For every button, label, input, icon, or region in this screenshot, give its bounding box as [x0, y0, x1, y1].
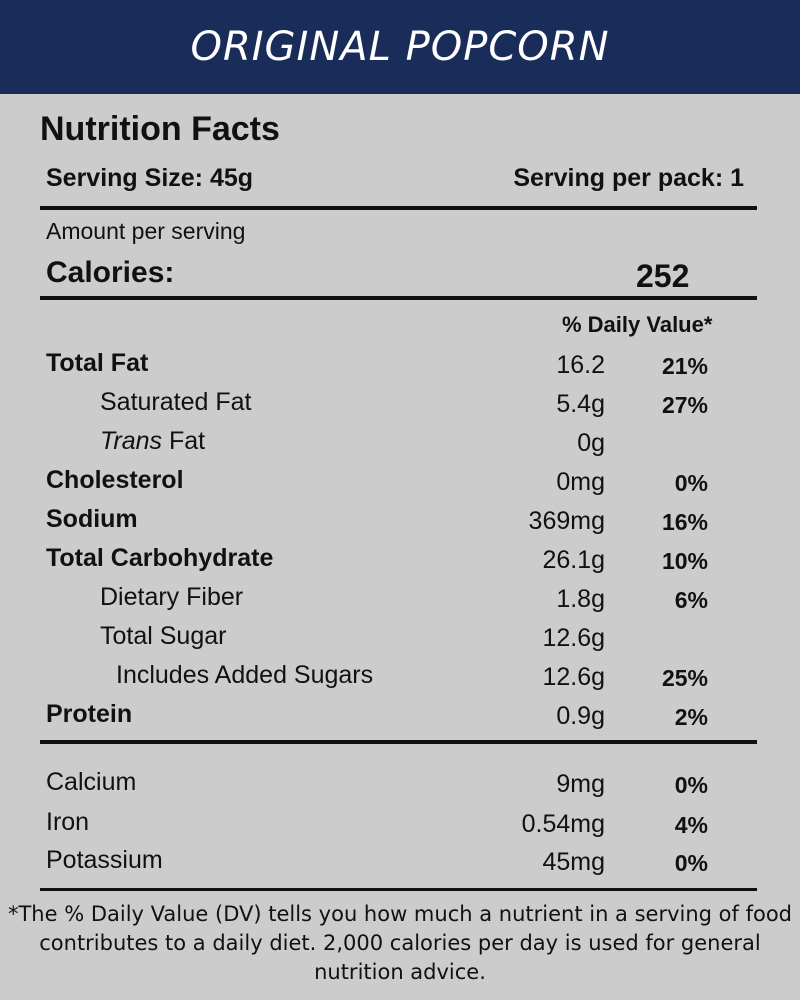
mineral-name: Iron	[46, 808, 90, 836]
nutrient-dv: 16%	[661, 509, 708, 535]
nutrient-amount: 5.4g	[556, 390, 605, 418]
nutrient-dv: 27%	[661, 392, 708, 418]
product-title: ORIGINAL POPCORN	[190, 24, 610, 70]
mineral-amount: 45mg	[542, 848, 605, 876]
nutrient-dv: 6%	[674, 587, 708, 613]
nutrient-name: Protein	[46, 700, 133, 728]
nutrient-amount: 0.9g	[556, 702, 605, 730]
nutrient-dv: 25%	[661, 665, 708, 691]
nutrient-dv: 2%	[674, 704, 708, 730]
nutrient-name-italic: Trans	[100, 427, 163, 455]
nutrient-name: Cholesterol	[46, 466, 184, 494]
mineral-dv: 0%	[674, 772, 708, 798]
nutrient-amount: 1.8g	[556, 585, 605, 613]
mineral-dv: 4%	[674, 812, 708, 838]
mineral-amount: 9mg	[556, 770, 605, 798]
nutrient-amount: 16.2	[556, 351, 605, 379]
serving-per-pack: Serving per pack: 1	[513, 164, 744, 192]
nutrient-dv: 0%	[674, 470, 708, 496]
mineral-amount: 0.54mg	[521, 810, 605, 838]
divider-thin	[40, 888, 757, 891]
nutrient-amount: 369mg	[528, 507, 605, 535]
mineral-name: Potassium	[46, 846, 163, 874]
serving-size: Serving Size: 45g	[46, 164, 254, 192]
calories-value: 252	[636, 258, 690, 294]
title-banner: ORIGINAL POPCORN	[0, 0, 800, 94]
nutrient-amount: 0g	[577, 429, 605, 457]
nutrient-amount: 26.1g	[542, 546, 605, 574]
nutrient-name: Includes Added Sugars	[116, 661, 374, 689]
daily-value-footnote: *The % Daily Value (DV) tells you how mu…	[7, 902, 793, 984]
nutrient-dv: 21%	[661, 353, 708, 379]
nutrient-amount: 0mg	[556, 468, 605, 496]
nutrient-name: Dietary Fiber	[100, 583, 244, 611]
calories-label: Calories:	[46, 256, 175, 289]
divider-thick	[40, 740, 757, 744]
mineral-dv: 0%	[674, 850, 708, 876]
nutrient-name: Total Sugar	[100, 622, 227, 650]
nutrient-name: Sodium	[46, 505, 138, 533]
nutrient-amount: 12.6g	[542, 663, 605, 691]
nutrient-amount: 12.6g	[542, 624, 605, 652]
divider-thick	[40, 206, 757, 210]
amount-per-serving: Amount per serving	[46, 218, 246, 244]
nutrient-dv: 10%	[661, 548, 708, 574]
nutrient-name: Trans Fat	[100, 427, 205, 456]
nutrient-name-rest: Fat	[162, 427, 206, 455]
nutrient-name: Saturated Fat	[100, 388, 252, 416]
nutrition-facts-heading: Nutrition Facts	[40, 110, 280, 148]
nutrient-name: Total Carbohydrate	[46, 544, 274, 572]
nutrient-name: Total Fat	[46, 349, 149, 377]
divider-thick	[40, 296, 757, 300]
mineral-name: Calcium	[46, 768, 137, 796]
daily-value-header: % Daily Value*	[562, 312, 713, 337]
